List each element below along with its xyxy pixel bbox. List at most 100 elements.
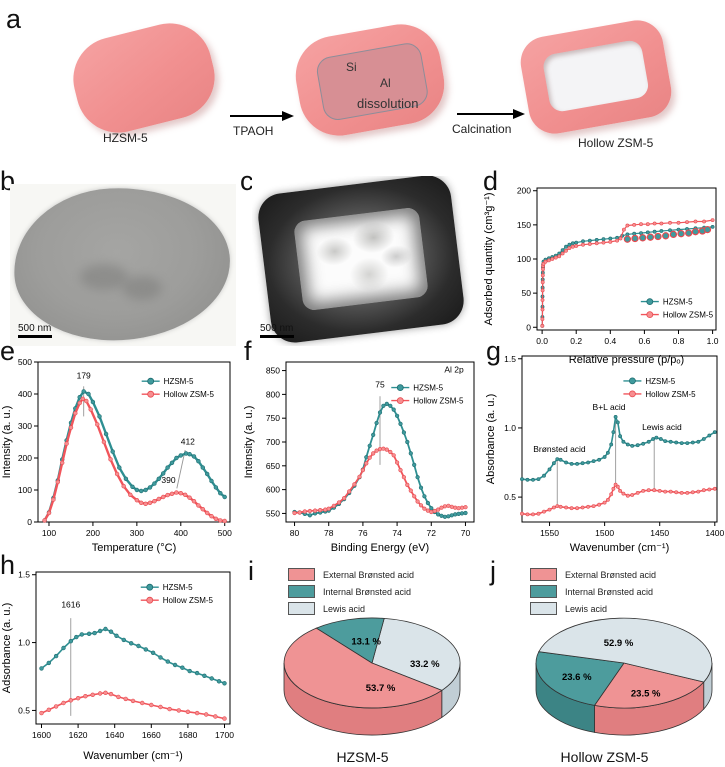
svg-text:Adsorbed quantity (cm³g⁻¹): Adsorbed quantity (cm³g⁻¹) [483,193,495,326]
svg-text:100: 100 [42,528,56,538]
svg-text:23.6 %: 23.6 % [562,672,592,683]
svg-text:74: 74 [392,528,402,538]
svg-text:Hollow ZSM-5: Hollow ZSM-5 [663,311,714,320]
svg-text:HZSM-5: HZSM-5 [413,384,443,393]
panel-label-j: j [490,556,496,586]
svg-text:400: 400 [174,528,188,538]
panel-label-f: f [244,336,252,366]
adsorbance-chart: 1600 1620 1640 1660 1680 1700 0.5 1.0 1.5 Wavenum… [1,570,234,762]
svg-text:500: 500 [18,357,32,367]
panel-label-d: d [483,166,499,196]
svg-text:1450: 1450 [650,528,669,538]
dissolution-label: dissolution [357,96,419,111]
ftir-chart: 1550 1500 1450 1400 0.5 1.0 1.5 Wavenumber (cm⁻… [485,354,725,554]
scale-bar-line [18,335,52,338]
svg-text:72: 72 [427,528,437,538]
legend-label: External Brønsted acid [565,569,657,580]
svg-text:0: 0 [526,322,531,332]
svg-text:Wavenumber (cm⁻¹): Wavenumber (cm⁻¹) [570,542,670,554]
svg-text:1500: 1500 [595,528,614,538]
panel-label-i: i [248,556,254,586]
svg-text:1620: 1620 [69,730,88,740]
legend-label: External Brønsted acid [323,569,415,580]
svg-text:1.0: 1.0 [707,336,719,346]
svg-text:0.2: 0.2 [570,336,582,346]
isotherm-chart: 0.0 0.2 0.4 0.6 0.8 1.0 0 50 100 150 200 Relative p… [483,186,719,366]
svg-text:800: 800 [266,389,280,399]
svg-text:1.0: 1.0 [18,638,30,648]
legend-swatch-external-bronsted [530,568,557,581]
acid-pie-hzsm5: 33.2 % 53.7 % 13.1 % [283,617,461,736]
tem-image-hollow: 500 nm [252,176,470,346]
arrow-calcination-icon [457,109,525,119]
svg-text:Absorbance (a. u.): Absorbance (a. u.) [485,394,497,485]
scale-bar-b: 500 nm [18,323,52,338]
svg-text:Brønsted acid: Brønsted acid [533,444,586,454]
hollow-particle [516,16,676,138]
svg-text:1.0: 1.0 [504,423,516,433]
svg-text:650: 650 [266,461,280,471]
legend-swatch-external-bronsted [288,568,315,581]
panel-label-a: a [6,4,22,34]
svg-text:Wavenumber (cm⁻¹): Wavenumber (cm⁻¹) [83,750,183,762]
legend-row: External Brønsted acid [530,566,656,583]
legend-row: Lewis acid [288,600,414,617]
svg-text:150: 150 [517,220,531,230]
svg-text:179: 179 [77,371,91,381]
arrow-tpaoh-icon [230,111,294,121]
svg-text:1400: 1400 [705,528,724,538]
pie-panel-hollow: External Brønsted acid Internal Brønsted… [484,556,725,767]
schematic-panel: Si Al dissolution TPAOH Calcination HZSM… [0,0,725,170]
svg-text:1550: 1550 [540,528,559,538]
svg-text:390: 390 [161,475,175,485]
svg-text:1616: 1616 [61,599,80,609]
legend-label: Lewis acid [565,603,608,614]
svg-text:70: 70 [461,528,471,538]
panel-label-h: h [0,550,16,580]
svg-text:200: 200 [86,528,100,538]
hollow-cavity [541,38,651,114]
svg-text:Al 2p: Al 2p [444,364,464,374]
al-label: Al [380,76,391,90]
legend-swatch-lewis [530,602,557,615]
svg-text:Intensity (a. u.): Intensity (a. u.) [243,406,255,479]
legend-swatch-internal-bronsted [288,585,315,598]
svg-text:0.5: 0.5 [504,492,516,502]
svg-text:0.0: 0.0 [536,336,548,346]
svg-text:0: 0 [27,517,32,527]
svg-text:50: 50 [522,288,532,298]
pie-legend: External Brønsted acid Internal Brønsted… [288,566,414,617]
hollow-shell-image [255,176,467,346]
svg-text:Lewis acid: Lewis acid [642,422,682,432]
svg-text:Adsorbance (a. u.): Adsorbance (a. u.) [1,603,13,694]
legend-row: Lewis acid [530,600,656,617]
svg-text:HZSM-5: HZSM-5 [663,298,693,307]
si-label: Si [346,60,357,74]
svg-text:0.4: 0.4 [604,336,616,346]
hollow-zsm5-label: Hollow ZSM-5 [578,136,654,150]
pie-panel-hzsm5: External Brønsted acid Internal Brønsted… [242,556,483,767]
panel-label-c: c [240,166,254,196]
legend-swatch-internal-bronsted [530,585,557,598]
scale-bar-line [260,335,294,338]
svg-text:300: 300 [18,421,32,431]
svg-text:B+L acid: B+L acid [593,402,626,412]
svg-text:Temperature (°C): Temperature (°C) [92,542,176,554]
svg-text:Hollow ZSM-5: Hollow ZSM-5 [163,596,214,605]
tem-image-solid: 500 nm [10,184,236,346]
hollow-interior-image [292,206,430,312]
svg-text:1700: 1700 [215,730,234,740]
svg-text:23.5 %: 23.5 % [631,688,661,699]
svg-text:13.1 %: 13.1 % [351,637,381,648]
pie-title-hollow: Hollow ZSM-5 [560,749,649,765]
solid-particle-image [10,184,234,346]
svg-text:400: 400 [18,389,32,399]
svg-text:Intensity (a. u.): Intensity (a. u.) [1,406,13,479]
svg-text:76: 76 [358,528,368,538]
treated-particle [289,18,451,142]
svg-text:700: 700 [266,437,280,447]
svg-text:1660: 1660 [142,730,161,740]
svg-text:1.5: 1.5 [504,354,516,364]
svg-text:500: 500 [218,528,232,538]
